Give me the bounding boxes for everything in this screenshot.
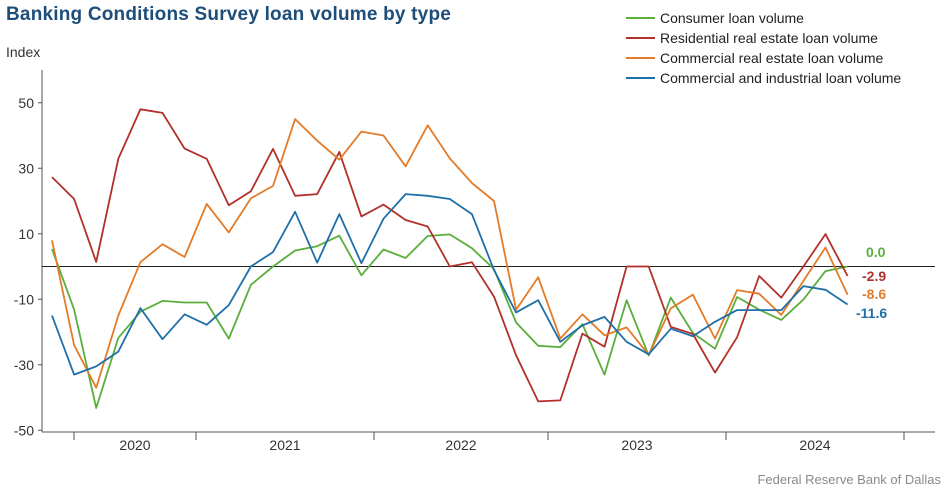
y-tick-label: 10 (18, 226, 34, 242)
series-end-label: -8.6 (862, 286, 886, 302)
y-tick-label: -50 (14, 422, 34, 438)
x-tick-label: 2023 (621, 437, 652, 453)
series-lines (51, 108, 849, 409)
y-axis-label: Index (6, 44, 41, 60)
legend: Consumer loan volume Residential real est… (626, 10, 901, 86)
chart-title: Banking Conditions Survey loan volume by… (6, 4, 452, 25)
y-tick-label: -10 (14, 291, 34, 307)
x-tick-label: 2020 (119, 437, 150, 453)
x-tick-label: 2022 (445, 437, 476, 453)
axes: -50 -30 -10 10 30 50 2020 2021 2022 2023 2024 (14, 70, 935, 453)
series-line (51, 193, 849, 376)
end-labels: 0.0 -2.9 -8.6 -11.6 (856, 244, 887, 321)
series-end-label: 0.0 (866, 244, 886, 260)
series-line (51, 118, 849, 389)
legend-entry: Residential real estate loan volume (660, 30, 878, 46)
series-end-label: -2.9 (862, 268, 886, 284)
legend-entry: Commercial real estate loan volume (660, 50, 884, 66)
series-end-label: -11.6 (856, 305, 887, 321)
series-line (51, 108, 849, 403)
y-tick-label: -30 (14, 357, 34, 373)
x-tick-label: 2021 (269, 437, 300, 453)
x-tick-label: 2024 (799, 437, 830, 453)
source-note: Federal Reserve Bank of Dallas (757, 472, 941, 487)
legend-entry: Commercial and industrial loan volume (660, 70, 901, 86)
y-tick-label: 30 (18, 160, 34, 176)
legend-entry: Consumer loan volume (660, 10, 804, 26)
series-line (51, 233, 848, 409)
y-tick-label: 50 (18, 95, 34, 111)
